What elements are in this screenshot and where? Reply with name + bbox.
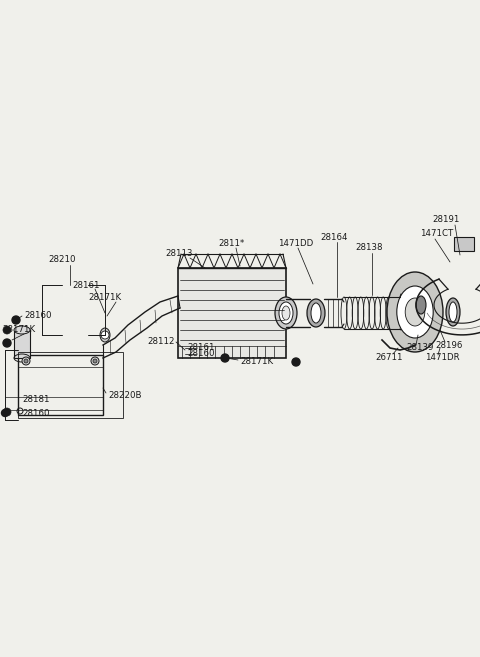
Circle shape bbox=[221, 354, 229, 362]
Text: 1471DR: 1471DR bbox=[425, 353, 460, 363]
Circle shape bbox=[24, 359, 28, 363]
Text: 2811*: 2811* bbox=[218, 238, 244, 248]
Text: 28210: 28210 bbox=[48, 256, 76, 265]
Ellipse shape bbox=[282, 306, 290, 320]
Text: 28164: 28164 bbox=[320, 233, 348, 242]
Circle shape bbox=[1, 409, 9, 417]
Ellipse shape bbox=[405, 298, 425, 326]
Ellipse shape bbox=[307, 299, 325, 327]
Ellipse shape bbox=[449, 302, 457, 322]
Text: 26711: 26711 bbox=[375, 353, 403, 363]
Ellipse shape bbox=[387, 272, 443, 352]
Circle shape bbox=[12, 316, 20, 324]
Ellipse shape bbox=[279, 302, 293, 324]
Text: 28181: 28181 bbox=[22, 396, 49, 405]
Circle shape bbox=[101, 331, 109, 339]
Bar bbox=[18, 352, 123, 418]
Circle shape bbox=[3, 408, 11, 416]
Ellipse shape bbox=[446, 298, 460, 326]
Text: 28220B: 28220B bbox=[108, 390, 142, 399]
Ellipse shape bbox=[100, 328, 110, 342]
Ellipse shape bbox=[311, 303, 321, 323]
Bar bbox=[18, 355, 103, 415]
Text: 28196: 28196 bbox=[435, 340, 462, 350]
Circle shape bbox=[3, 339, 11, 347]
Ellipse shape bbox=[14, 326, 30, 334]
Text: 28139: 28139 bbox=[406, 344, 433, 353]
Text: 28160: 28160 bbox=[22, 409, 49, 417]
Text: 28160: 28160 bbox=[24, 311, 51, 321]
Text: 1471CT: 1471CT bbox=[420, 229, 453, 238]
Text: 28171K: 28171K bbox=[2, 325, 35, 334]
Text: 28160: 28160 bbox=[187, 350, 215, 359]
Ellipse shape bbox=[397, 286, 433, 338]
Text: 28138: 28138 bbox=[355, 244, 383, 252]
Text: 28112: 28112 bbox=[147, 338, 175, 346]
Text: 28161: 28161 bbox=[187, 342, 215, 351]
Circle shape bbox=[93, 359, 97, 363]
Bar bbox=[454, 237, 474, 251]
Ellipse shape bbox=[275, 297, 297, 329]
Circle shape bbox=[91, 357, 99, 365]
Text: 28191: 28191 bbox=[432, 215, 459, 225]
Circle shape bbox=[3, 326, 11, 334]
Bar bbox=[14, 330, 30, 358]
Text: 28171K: 28171K bbox=[240, 357, 273, 367]
Text: 28113: 28113 bbox=[165, 250, 192, 258]
Text: 28161: 28161 bbox=[72, 281, 99, 290]
Circle shape bbox=[292, 358, 300, 366]
Text: 28171K: 28171K bbox=[88, 294, 121, 302]
Ellipse shape bbox=[416, 296, 426, 314]
Text: 1471DD: 1471DD bbox=[278, 238, 313, 248]
Circle shape bbox=[22, 357, 30, 365]
Bar bbox=[178, 268, 286, 358]
